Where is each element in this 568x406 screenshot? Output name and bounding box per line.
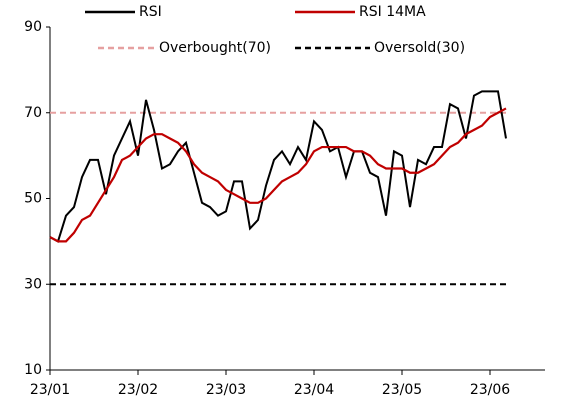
x-tick-label: 23/04 [294,382,334,398]
y-tick-label: 50 [24,191,42,207]
legend-label: RSI 14MA [359,4,426,20]
x-tick-label: 23/05 [382,382,422,398]
y-tick-label: 90 [24,19,42,35]
legend-label: Overbought(70) [159,40,271,56]
series-line [49,90,507,243]
legend-label: Oversold(30) [374,40,465,56]
x-tick-label: 23/02 [118,382,158,398]
y-tick-label: 30 [24,276,42,292]
legend-label: RSI [139,4,162,20]
y-tick-label: 70 [24,105,42,121]
y-tick-label: 10 [24,362,42,378]
x-tick-label: 23/06 [470,382,510,398]
series-line [49,107,507,243]
x-tick-label: 23/01 [30,382,70,398]
x-tick-label: 23/03 [206,382,246,398]
